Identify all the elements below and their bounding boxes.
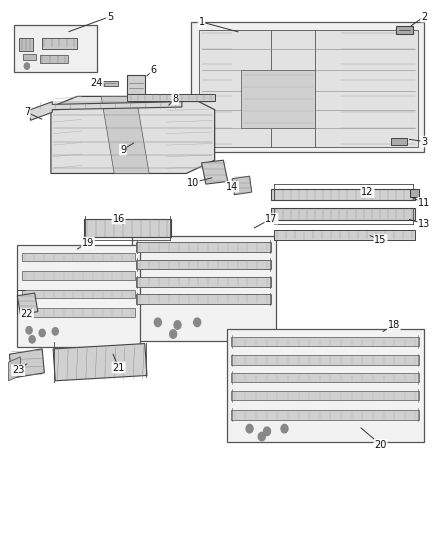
Polygon shape [42,38,77,49]
Text: 16: 16 [113,214,125,224]
Circle shape [24,63,29,69]
Text: 8: 8 [172,94,178,104]
Polygon shape [227,329,424,442]
Polygon shape [21,271,135,280]
Text: 5: 5 [107,12,113,22]
Circle shape [154,318,161,327]
Polygon shape [51,96,215,173]
Polygon shape [231,373,419,382]
Circle shape [174,321,181,329]
Text: 14: 14 [226,182,238,192]
Polygon shape [21,309,135,317]
Polygon shape [22,54,35,60]
Text: 21: 21 [113,362,125,373]
Circle shape [170,330,177,338]
Polygon shape [127,94,215,101]
Text: 9: 9 [120,144,126,155]
Polygon shape [231,391,419,400]
Text: 3: 3 [421,136,427,147]
Polygon shape [231,337,419,346]
Text: 7: 7 [24,107,30,117]
Polygon shape [231,410,419,419]
Circle shape [39,329,45,337]
Text: 20: 20 [374,440,387,450]
Circle shape [281,424,288,433]
Circle shape [194,318,201,327]
Polygon shape [9,357,20,381]
Polygon shape [21,253,135,261]
Polygon shape [396,26,413,34]
Text: 18: 18 [388,320,400,330]
Polygon shape [136,260,271,269]
Polygon shape [231,356,419,365]
Polygon shape [136,294,271,304]
Polygon shape [53,344,147,381]
Circle shape [264,427,271,435]
Polygon shape [199,30,418,147]
Polygon shape [17,245,140,348]
Circle shape [26,327,32,334]
Polygon shape [84,219,171,237]
Polygon shape [132,236,276,341]
Text: 15: 15 [374,235,387,245]
Circle shape [29,336,35,343]
Circle shape [52,328,58,335]
Polygon shape [274,230,416,240]
Text: 24: 24 [91,78,103,88]
Text: 1: 1 [198,17,205,27]
Polygon shape [272,189,416,200]
Text: 2: 2 [421,12,427,22]
Polygon shape [17,293,38,314]
Polygon shape [201,160,228,184]
Text: 12: 12 [361,187,374,197]
Polygon shape [136,277,271,287]
Text: 19: 19 [82,238,94,247]
Polygon shape [101,96,149,173]
Text: 10: 10 [187,177,199,188]
Polygon shape [21,290,135,298]
Polygon shape [241,70,315,128]
Text: 11: 11 [418,198,430,208]
Polygon shape [10,349,44,378]
Text: 17: 17 [265,214,278,224]
Polygon shape [392,138,407,146]
Text: 23: 23 [12,365,25,375]
Polygon shape [19,38,33,51]
Text: 22: 22 [21,309,33,319]
Polygon shape [40,55,68,63]
Circle shape [258,432,265,441]
Polygon shape [232,176,252,195]
Polygon shape [272,208,416,220]
Polygon shape [14,25,97,72]
Polygon shape [191,22,424,152]
Polygon shape [30,102,182,120]
Polygon shape [410,189,419,197]
Circle shape [246,424,253,433]
Polygon shape [98,81,118,86]
Text: 13: 13 [418,219,430,229]
Polygon shape [136,242,271,252]
Text: 6: 6 [150,65,156,75]
Polygon shape [127,75,145,96]
